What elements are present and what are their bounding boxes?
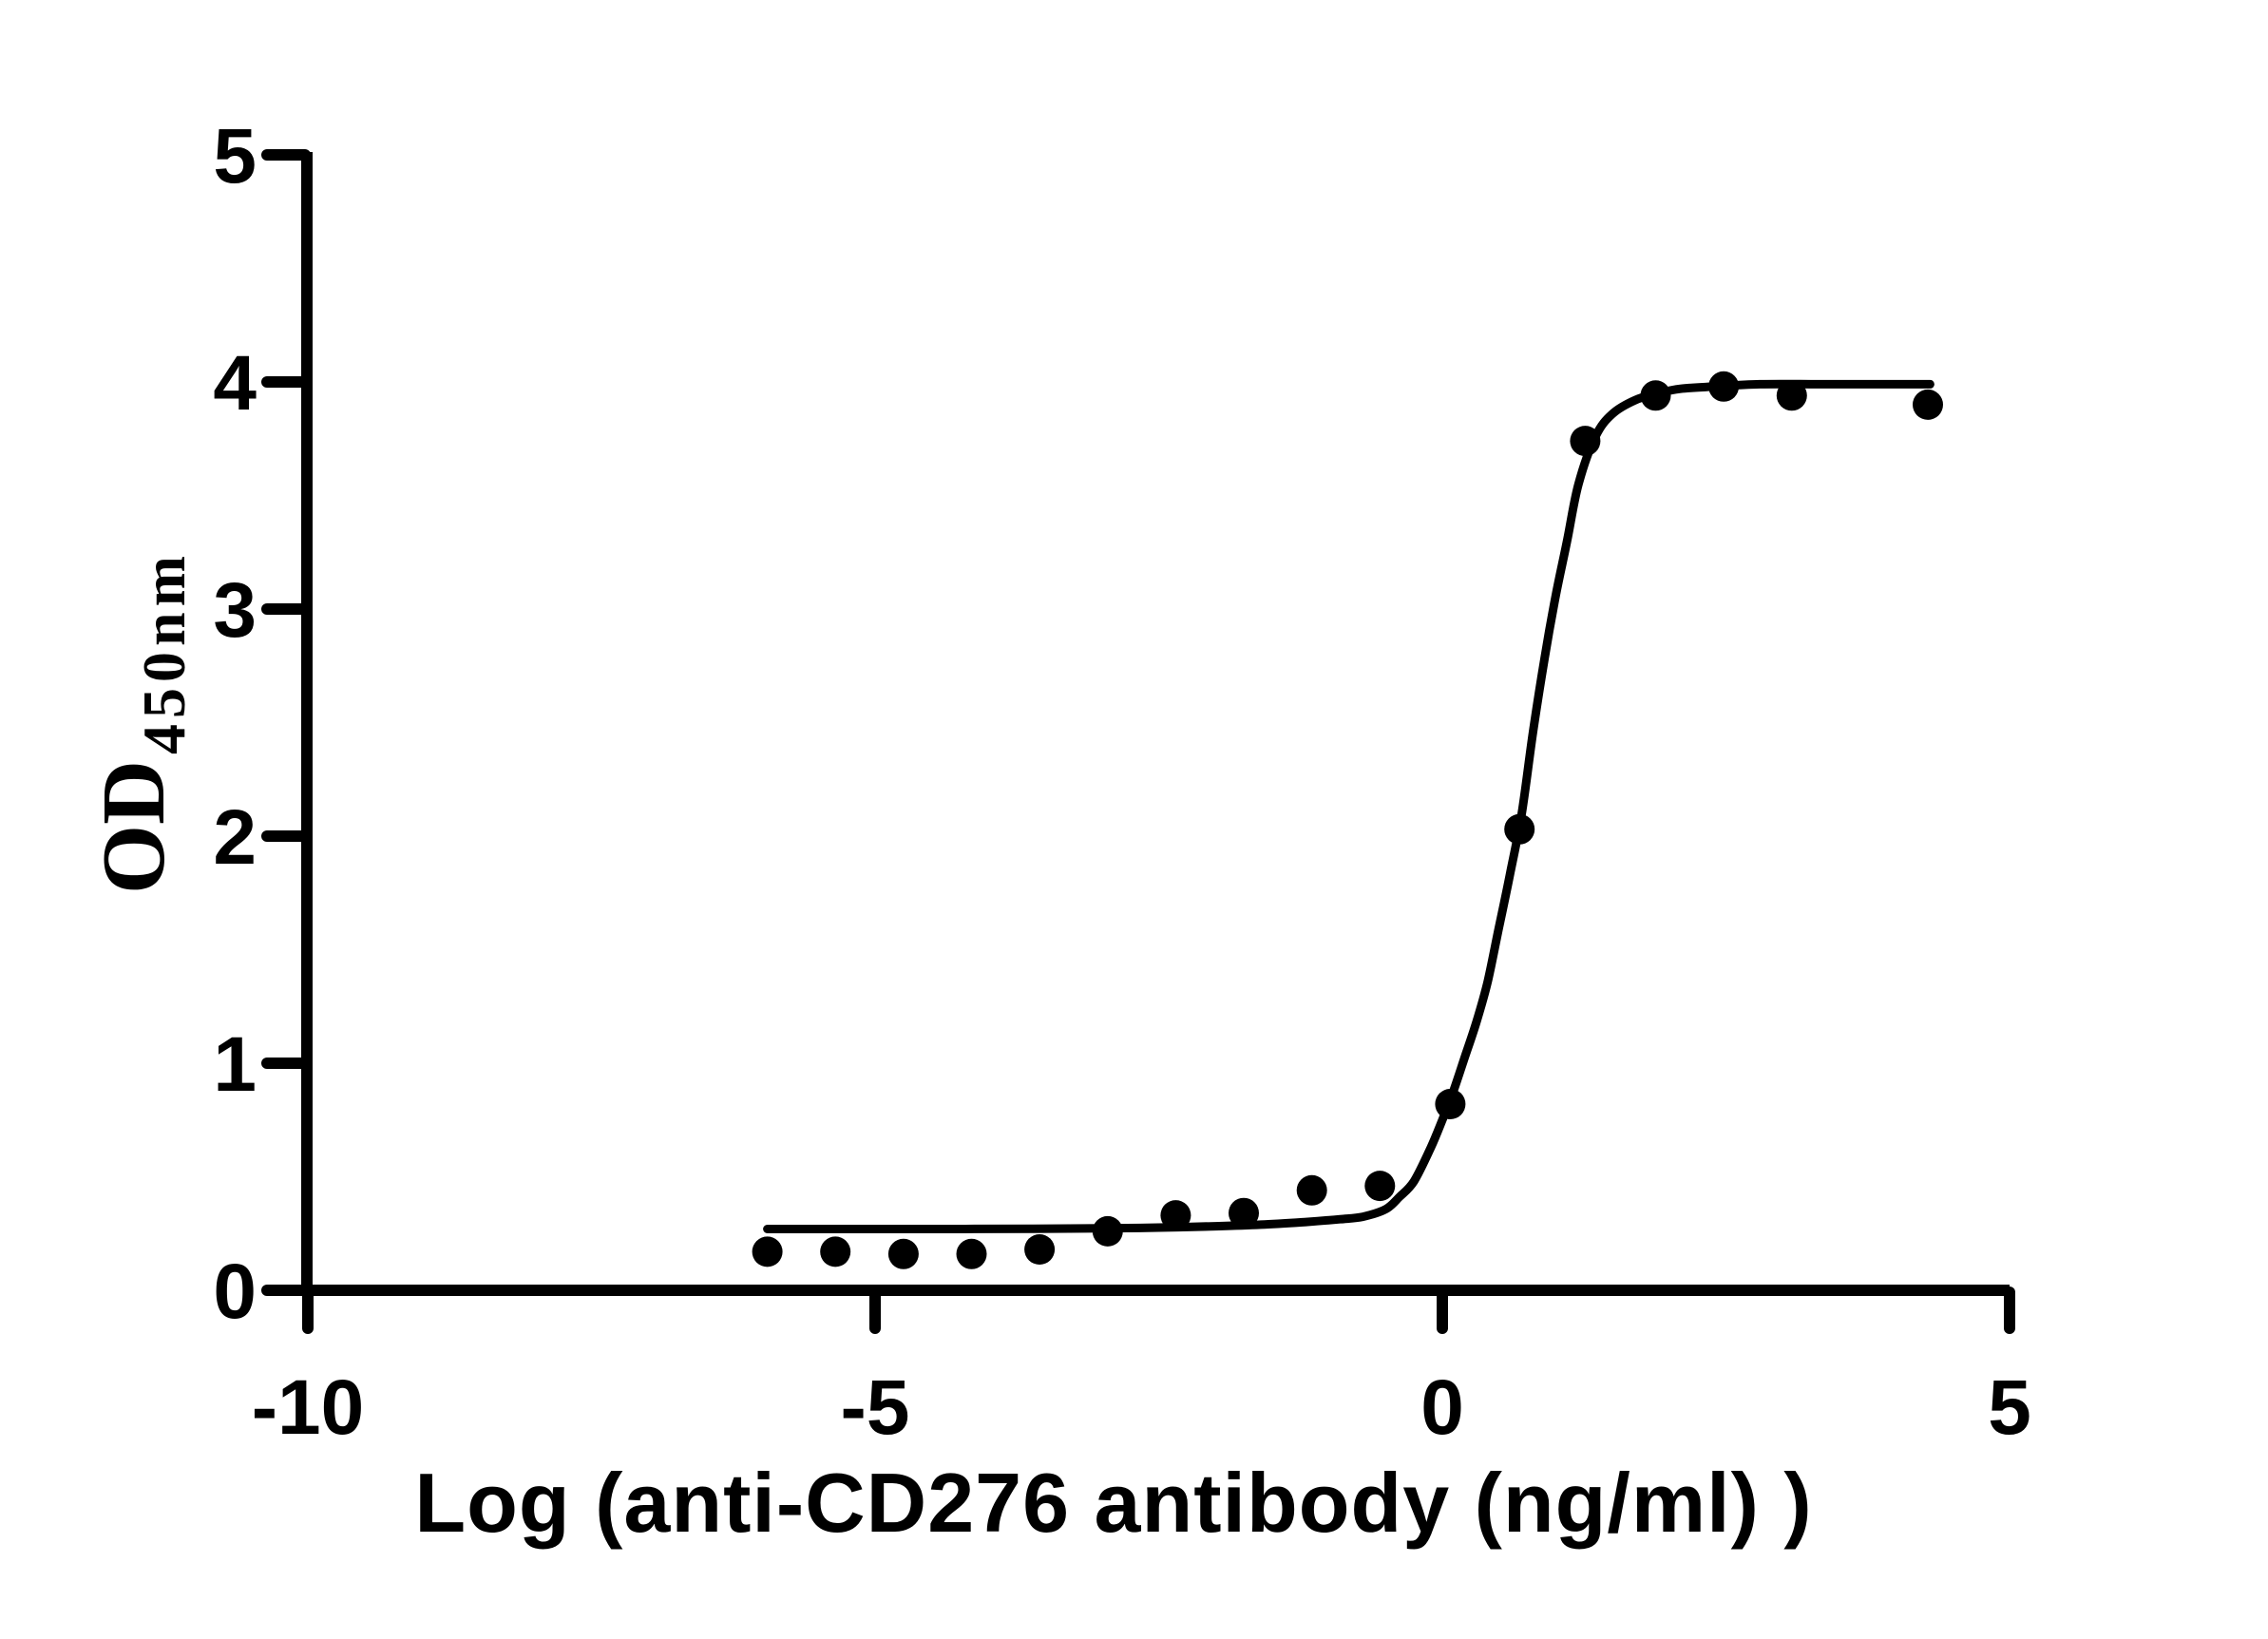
y-axis-title-main: OD — [85, 760, 183, 894]
data-point — [1708, 371, 1740, 402]
fit-curve — [763, 379, 1934, 1234]
y-tick-label: 0 — [213, 1248, 257, 1335]
data-point — [820, 1236, 851, 1267]
data-point — [1364, 1171, 1396, 1202]
axes: 0 1 2 3 4 5 -10 -5 0 5 — [213, 113, 2030, 1451]
y-tick-label: 1 — [213, 1021, 257, 1108]
data-point — [1229, 1197, 1259, 1229]
x-axis-title: Log (anti-CD276 antibody (ng/ml) ) — [414, 1456, 1812, 1550]
y-tick-label: 5 — [213, 113, 257, 200]
data-point — [1640, 380, 1671, 411]
data-point — [752, 1236, 783, 1267]
data-point — [1504, 813, 1535, 845]
y-tick-label: 3 — [213, 567, 257, 654]
data-point — [1296, 1174, 1327, 1206]
x-tick-label: 0 — [1420, 1364, 1464, 1451]
data-point — [1913, 389, 1943, 420]
data-points — [752, 371, 1943, 1269]
y-tick-label: 4 — [213, 340, 257, 427]
data-point — [1570, 426, 1601, 457]
y-tick-label: 2 — [213, 794, 257, 881]
data-point — [887, 1238, 919, 1269]
data-point — [1435, 1089, 1466, 1119]
data-point — [1024, 1234, 1056, 1265]
data-point — [1092, 1215, 1123, 1247]
data-point — [1160, 1200, 1191, 1231]
y-axis-title-subscript: 450nm — [130, 550, 198, 754]
x-tick-label: 5 — [1988, 1364, 2031, 1451]
y-axis-title: OD450nm — [85, 550, 198, 894]
data-point — [1776, 380, 1807, 411]
x-tick-label: -5 — [841, 1364, 910, 1451]
data-point — [956, 1238, 987, 1269]
x-tick-label: -10 — [252, 1364, 365, 1451]
